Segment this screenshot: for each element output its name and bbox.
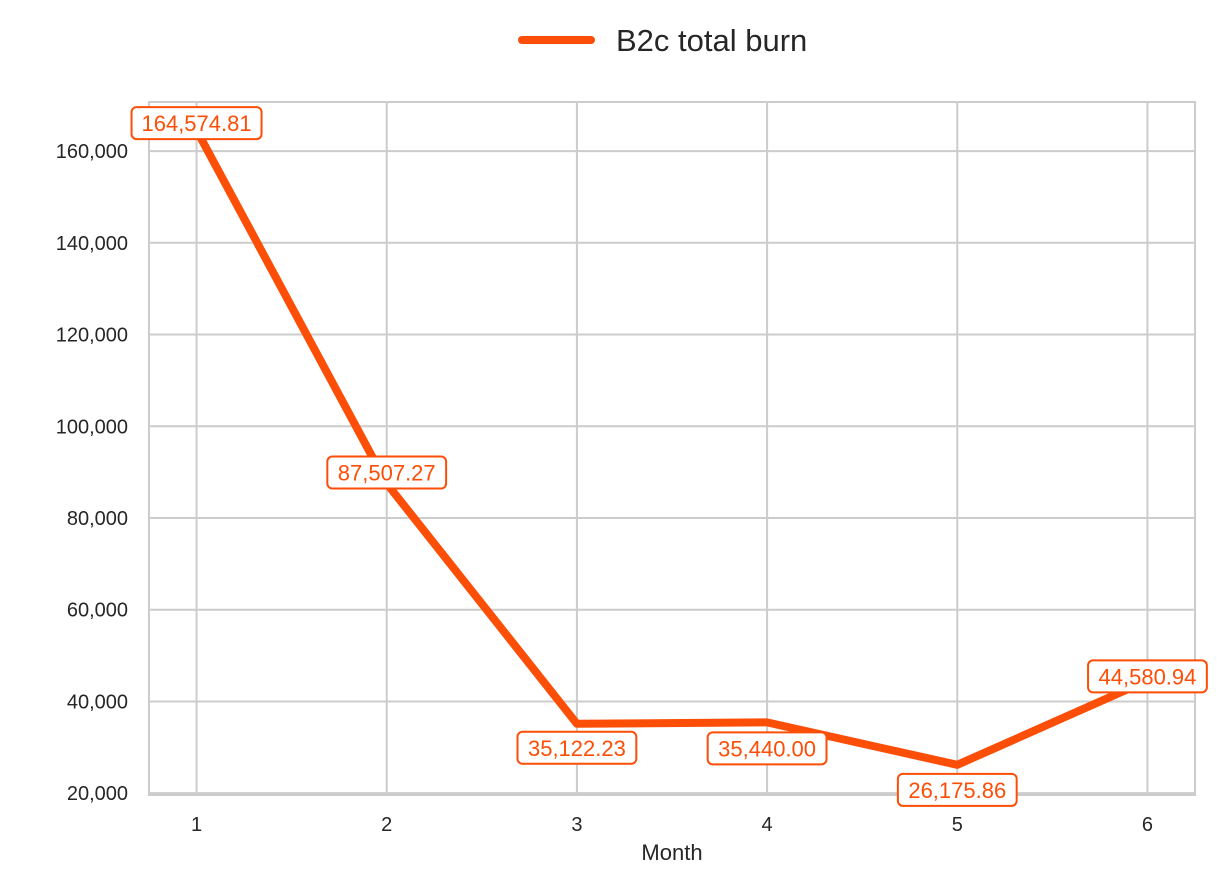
x-tick-label: 1 bbox=[191, 814, 202, 836]
data-label-box bbox=[130, 106, 263, 141]
plot-frame bbox=[148, 101, 1196, 796]
y-tick-label: 160,000 bbox=[56, 141, 128, 163]
data-label: 44,580.94 bbox=[1099, 664, 1197, 689]
data-label-box bbox=[706, 731, 828, 766]
y-tick-label: 60,000 bbox=[67, 600, 128, 622]
grid bbox=[149, 102, 1195, 795]
y-tick-label: 20,000 bbox=[67, 783, 128, 805]
legend: B2c total burn bbox=[518, 23, 807, 58]
data-label-box bbox=[516, 730, 638, 765]
y-tick-label: 120,000 bbox=[56, 325, 128, 347]
data-label: 87,507.27 bbox=[338, 461, 436, 486]
x-tick-label: 3 bbox=[571, 814, 582, 836]
data-label: 35,440.00 bbox=[718, 736, 816, 761]
legend-label: B2c total burn bbox=[616, 23, 807, 58]
y-tick-label: 100,000 bbox=[56, 416, 128, 438]
x-tick-label: 5 bbox=[952, 814, 963, 836]
data-label-box bbox=[1087, 659, 1208, 694]
series-line bbox=[193, 128, 1150, 769]
x-tick-label: 2 bbox=[381, 814, 392, 836]
data-label: 35,122.23 bbox=[528, 736, 626, 761]
data-label: 164,574.81 bbox=[141, 111, 251, 136]
y-tick-label: 140,000 bbox=[56, 233, 128, 255]
y-tick-label: 80,000 bbox=[67, 508, 128, 530]
data-labels: 164,574.81 87,507.27 35,122.23 35,440.00 26,… bbox=[130, 106, 1208, 807]
x-tick-label: 6 bbox=[1142, 814, 1153, 836]
x-tick-label: 4 bbox=[762, 814, 773, 836]
data-label: 26,175.86 bbox=[908, 778, 1006, 803]
y-axis: 20,000 40,000 60,000 80,000 100,000 120,000 14… bbox=[56, 141, 128, 805]
data-label-box bbox=[326, 455, 448, 490]
x-axis-title: Month bbox=[641, 840, 702, 865]
series-group bbox=[193, 128, 1150, 769]
data-label-box bbox=[896, 772, 1018, 807]
y-tick-label: 40,000 bbox=[67, 691, 128, 713]
x-axis: 1 2 3 4 5 6 bbox=[191, 814, 1153, 836]
